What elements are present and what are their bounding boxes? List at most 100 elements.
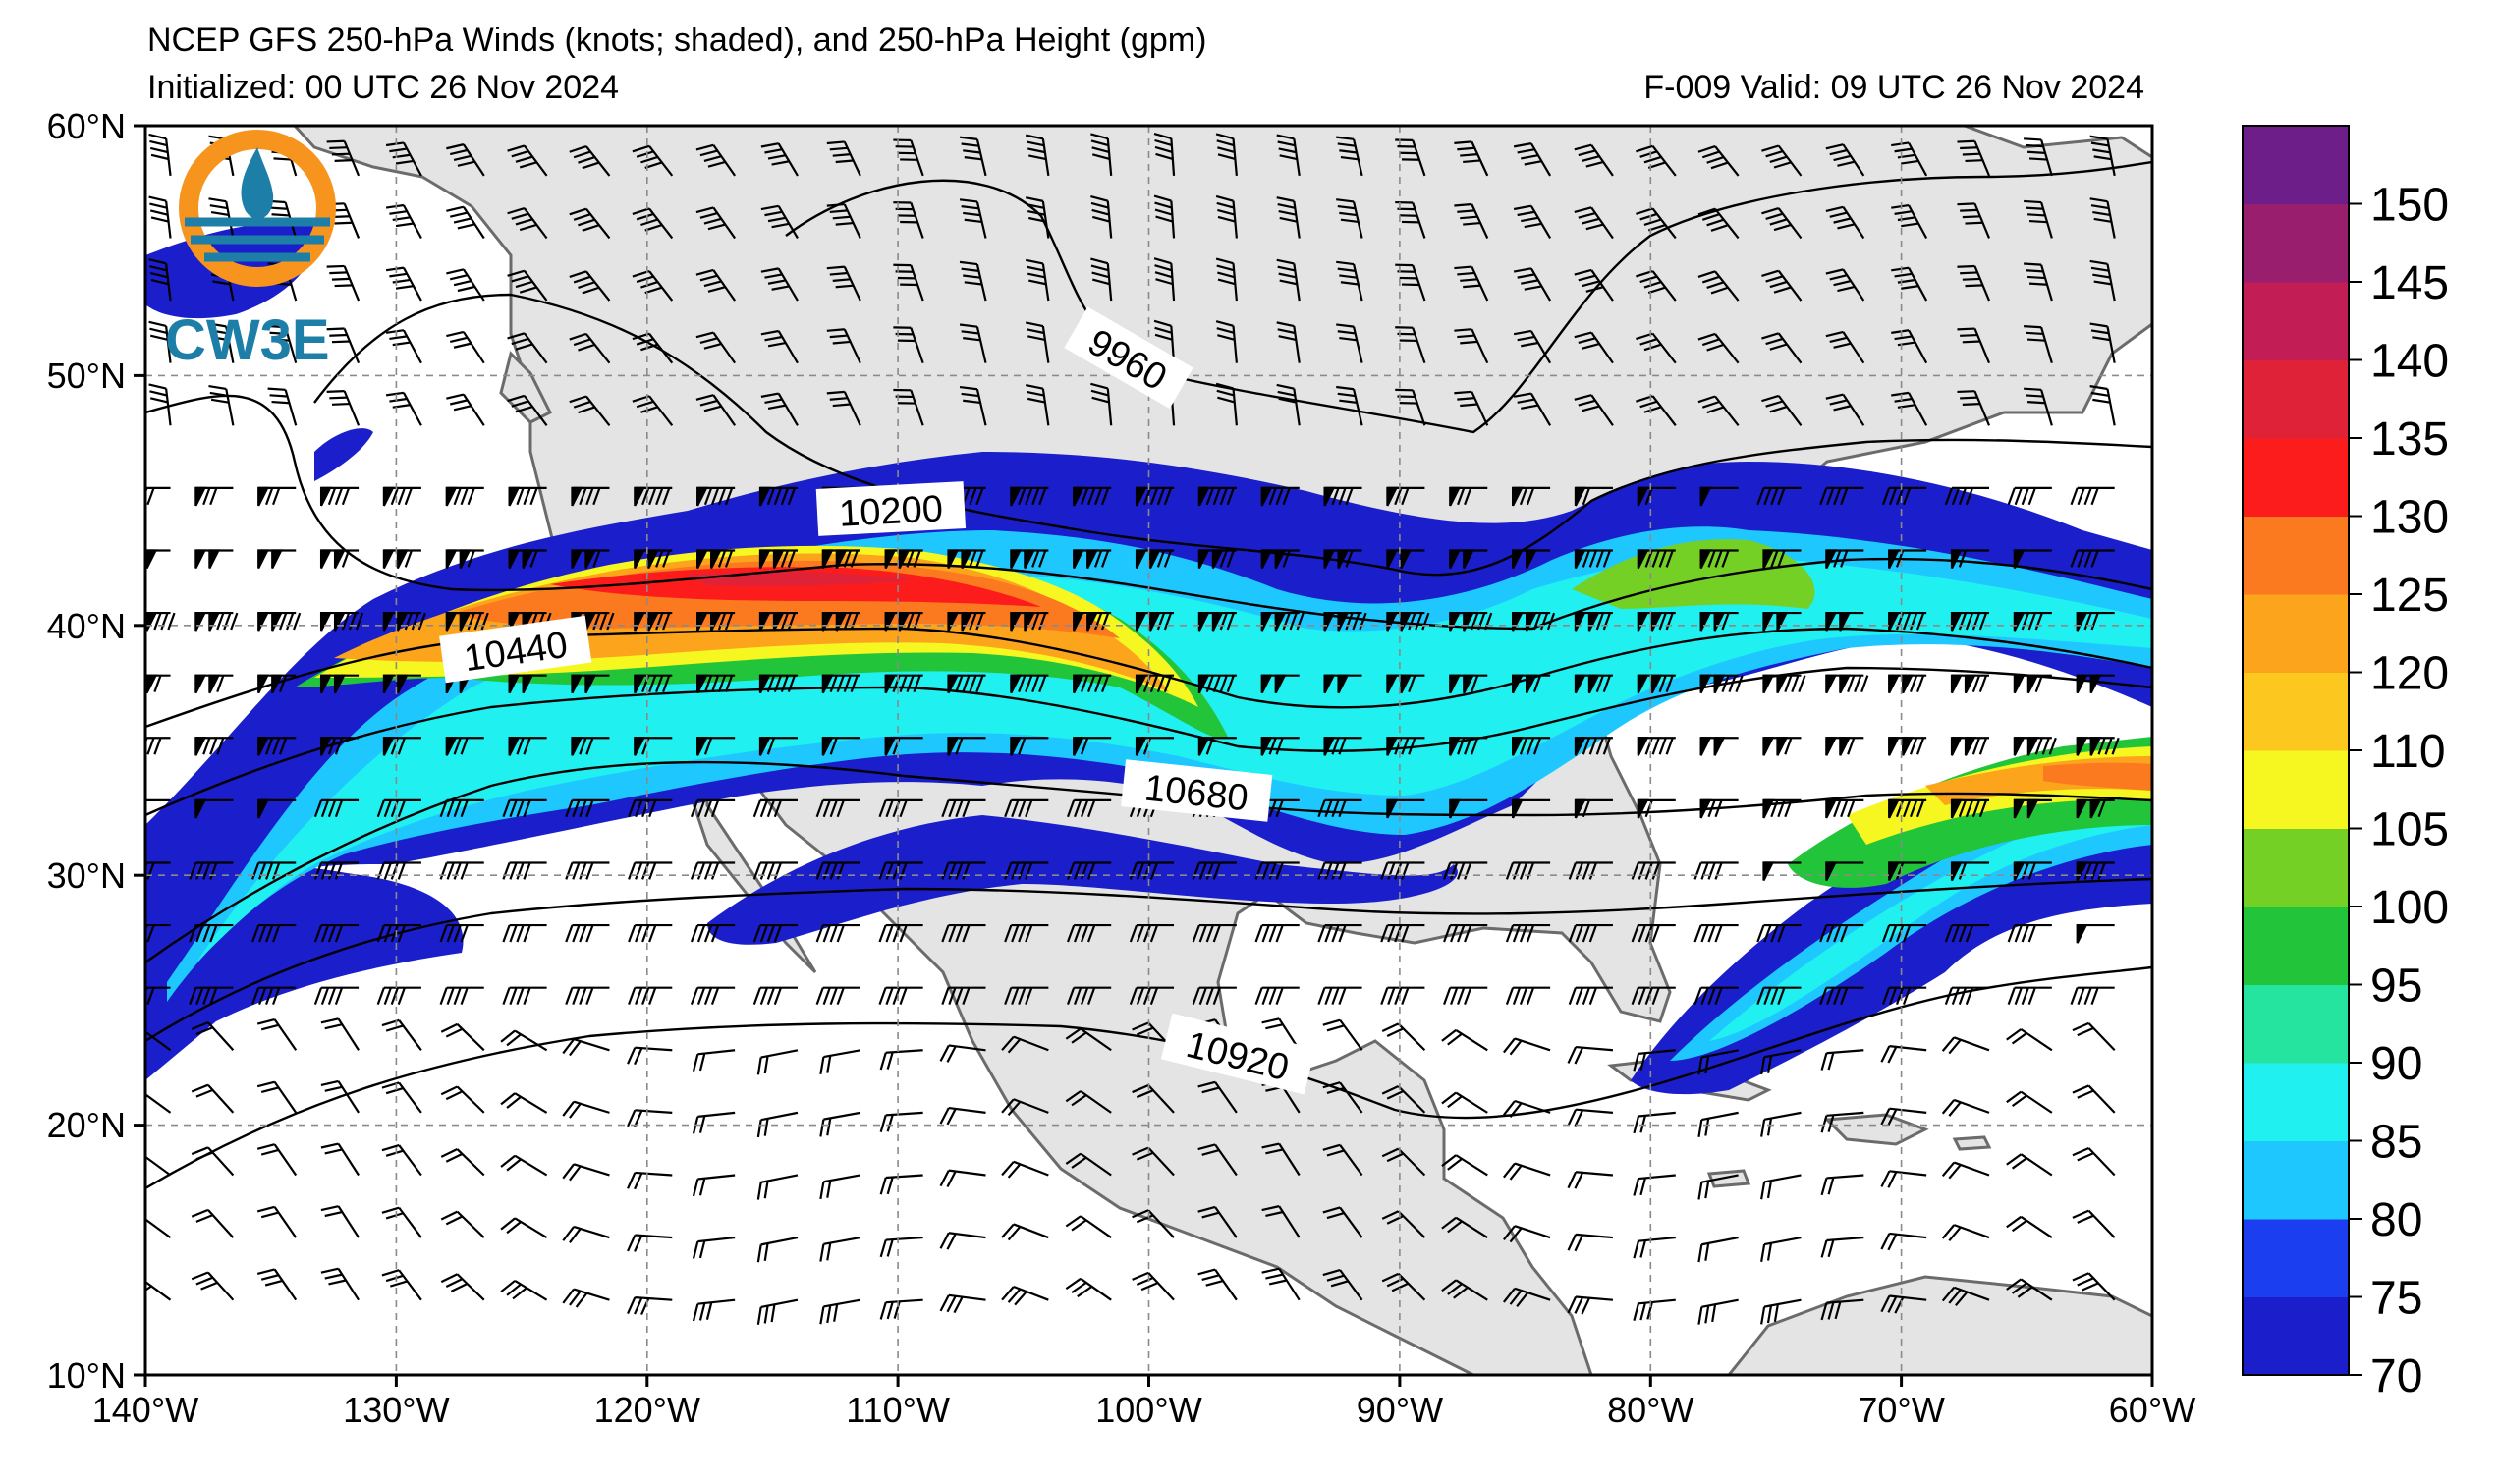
- wind-barb-feather: [1011, 987, 1020, 1005]
- wind-barb-feather: [324, 1085, 343, 1092]
- wind-barb-feather: [1317, 924, 1326, 943]
- wind-barb-flag: [1839, 611, 1852, 632]
- wind-barb-feather: [313, 799, 323, 818]
- colorbar-label: 80: [2370, 1194, 2422, 1246]
- wind-barb-feather: [445, 1027, 463, 1038]
- wind-barb-feather: [502, 862, 511, 880]
- wind-barb-feather: [1454, 202, 1472, 207]
- wind-barb-feather: [756, 1306, 762, 1325]
- wind-barb-feather: [1447, 1157, 1463, 1171]
- wind-barb-feather: [1837, 223, 1856, 230]
- wind-barb-feather: [509, 799, 518, 818]
- colorbar-segment: [2243, 282, 2349, 360]
- wind-barb-feather: [390, 487, 399, 506]
- wind-barb-feather: [329, 271, 348, 275]
- wind-barb-feather: [1833, 217, 1852, 224]
- wind-barb-feather: [1958, 987, 1968, 1005]
- wind-barb-feather: [385, 391, 405, 397]
- wind-barb-feather: [1770, 799, 1779, 818]
- wind-barb-feather: [1477, 612, 1486, 631]
- wind-barb-feather: [759, 862, 769, 880]
- wind-barb-flag: [758, 737, 771, 756]
- wind-barb-feather: [272, 862, 281, 880]
- wind-barb-feather: [764, 398, 783, 404]
- wind-barb-feather: [1326, 1274, 1345, 1282]
- wind-barb-feather: [1958, 924, 1968, 943]
- wind-barb-feather: [770, 1304, 776, 1323]
- wind-barb-feather: [1706, 281, 1725, 289]
- wind-barb-feather: [1697, 1119, 1703, 1137]
- wind-barb-flag: [1776, 674, 1789, 694]
- wind-barb-feather: [189, 862, 197, 880]
- wind-barb-feather: [1881, 987, 1891, 1005]
- wind-barb-feather: [1129, 924, 1138, 943]
- wind-barb-feather: [946, 1045, 957, 1063]
- wind-barb-feather: [1574, 268, 1592, 276]
- wind-barb-feather: [327, 487, 337, 506]
- wind-barb-feather: [819, 1243, 825, 1262]
- wind-barb-flag: [1274, 549, 1287, 569]
- wind-barb-flag: [508, 737, 521, 756]
- wind-barb-feather: [578, 281, 595, 289]
- wind-barb-flag: [835, 549, 848, 569]
- wind-barb-feather: [1025, 799, 1033, 818]
- wind-barb-feather: [1760, 1119, 1766, 1137]
- wind-barb-feather: [1457, 209, 1475, 213]
- wind-barb-feather: [832, 403, 851, 408]
- wind-barb-feather: [320, 924, 330, 943]
- wind-barb-feather: [1665, 612, 1674, 631]
- wind-barb-feather: [1643, 406, 1662, 413]
- wind-barb-flag: [758, 674, 771, 694]
- wind-barb-feather: [1756, 924, 1765, 943]
- wind-barb-feather: [1512, 987, 1522, 1005]
- wind-barb-feather: [1216, 139, 1235, 147]
- wind-barb-feather: [2028, 157, 2048, 161]
- wind-barb-feather: [692, 1303, 699, 1322]
- wind-barb-feather: [829, 271, 848, 276]
- wind-barb-flag: [1762, 798, 1775, 819]
- wind-barb-feather: [395, 222, 415, 228]
- wind-barb-feather: [1038, 612, 1047, 631]
- wind-barb-feather: [695, 143, 714, 151]
- wind-barb-feather: [1471, 612, 1479, 631]
- wind-barb-feather: [523, 987, 531, 1005]
- wind-barb-feather: [569, 1103, 582, 1119]
- wind-barb-feather: [440, 1085, 458, 1096]
- wind-barb-feather: [1317, 799, 1326, 818]
- wind-barb-flag: [1449, 737, 1462, 756]
- wind-barb-feather: [1502, 1288, 1516, 1303]
- wind-barb-feather: [1766, 1180, 1773, 1199]
- wind-barb-feather: [1951, 987, 1961, 1005]
- wind-barb-feather: [1031, 487, 1040, 506]
- wind-barb-flag: [947, 549, 960, 569]
- wind-barb-feather: [1339, 211, 1358, 217]
- wind-barb-feather: [1902, 924, 1912, 943]
- wind-barb-feather: [771, 222, 790, 229]
- wind-barb-feather: [582, 224, 600, 232]
- wind-barb-feather: [1460, 403, 1478, 408]
- wind-barb-feather: [1521, 279, 1539, 285]
- wind-barb-feather: [1205, 1279, 1224, 1287]
- wind-barb-flag: [1950, 611, 1963, 632]
- wind-barb-feather: [1760, 1243, 1766, 1262]
- wind-barb-feather: [2011, 1094, 2027, 1107]
- wind-barb-feather: [334, 862, 344, 880]
- cw3e-logo: CW3E: [165, 130, 336, 372]
- wind-barb-feather: [511, 212, 529, 220]
- wind-barb-feather: [1276, 134, 1295, 140]
- colorbar-segment: [2243, 359, 2349, 439]
- wind-barb-feather: [836, 862, 845, 880]
- wind-barb-flag: [772, 549, 785, 569]
- wind-barb-feather: [1201, 1149, 1220, 1156]
- wind-barb-feather: [512, 1287, 527, 1300]
- wind-barb-feather: [641, 924, 650, 943]
- wind-barb-feather: [1339, 399, 1358, 404]
- wind-barb-feather: [2027, 338, 2046, 342]
- wind-barb-feather: [390, 924, 399, 943]
- wind-barb-feather: [1894, 272, 1913, 278]
- wind-barb-feather: [780, 675, 790, 692]
- wind-barb-feather: [1532, 612, 1542, 631]
- wind-barb-feather: [189, 987, 197, 1005]
- wind-barb-feather: [511, 150, 529, 158]
- wind-barb-feather: [962, 799, 971, 818]
